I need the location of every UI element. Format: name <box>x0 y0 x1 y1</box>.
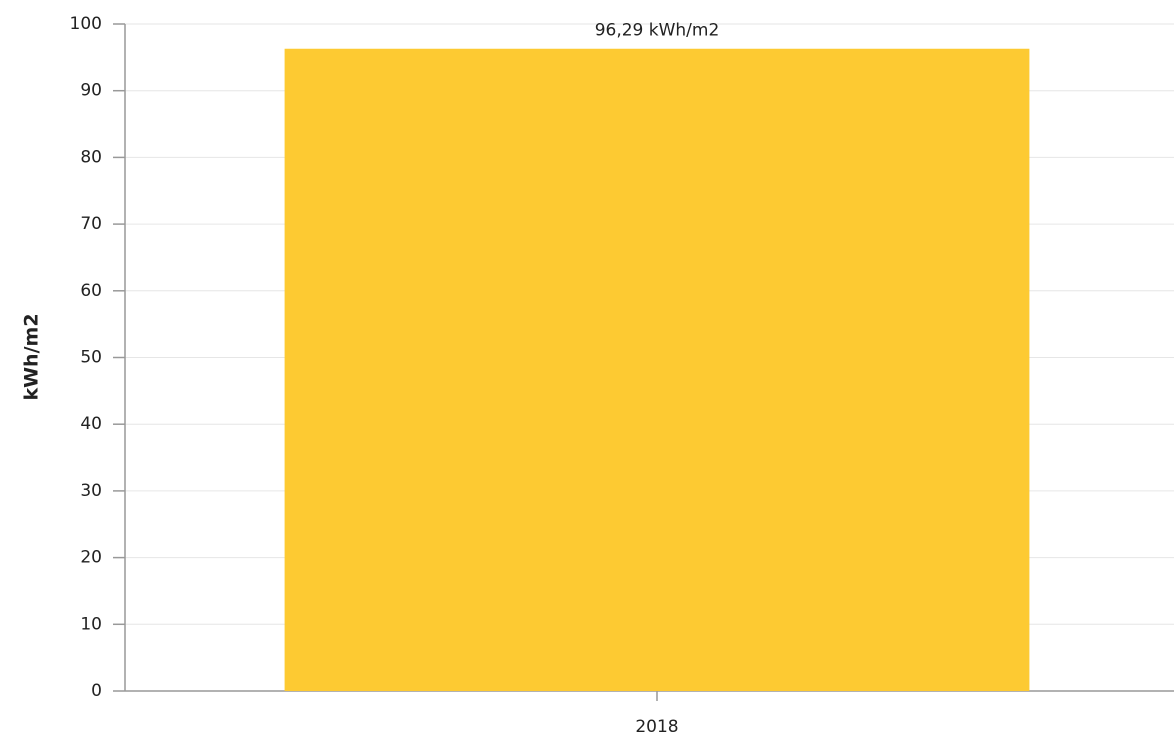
y-tick-label: 90 <box>80 81 102 101</box>
y-tick-label: 50 <box>80 348 102 368</box>
y-tick-label: 20 <box>80 548 102 568</box>
y-tick-label: 40 <box>80 414 102 434</box>
y-tick-label: 10 <box>80 614 102 634</box>
y-axis-title: kWh/m2 <box>21 313 43 400</box>
y-tick-label: 70 <box>80 214 102 234</box>
y-tick-label: 80 <box>80 147 102 167</box>
bar <box>284 48 1030 691</box>
x-tick-label: 2018 <box>635 717 678 737</box>
y-tick-label: 60 <box>80 281 102 301</box>
y-tick-label: 100 <box>70 14 102 34</box>
y-tick-label: 30 <box>80 481 102 501</box>
data-label: 96,29 kWh/m2 <box>595 21 720 41</box>
y-tick-label: 0 <box>91 681 102 701</box>
